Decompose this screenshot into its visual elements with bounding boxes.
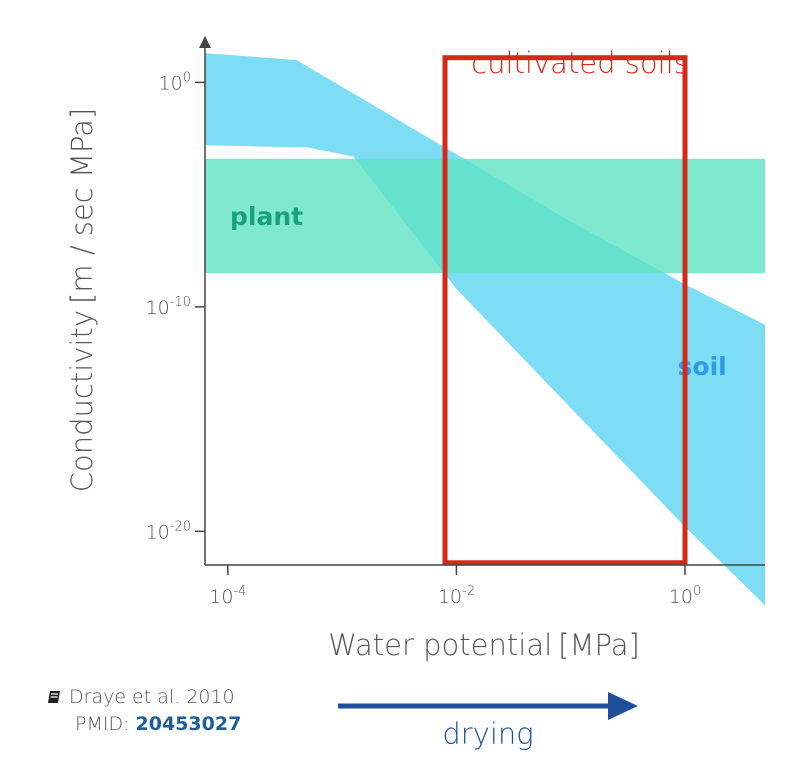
x-axis-title: Water potential [MPa] xyxy=(328,628,640,662)
series-band-plant xyxy=(205,158,765,274)
axes xyxy=(199,36,765,566)
x-tick-label-0: 10-4 xyxy=(209,584,246,608)
drying-label: drying xyxy=(442,717,533,751)
y-tick-label-0: 100 xyxy=(159,70,191,94)
y-tick-label-1: 10-10 xyxy=(146,295,191,319)
y-axis-title-unit: m / sec MPa xyxy=(65,119,99,293)
drying-arrow-head xyxy=(608,692,638,720)
series-label-plant: plant xyxy=(230,202,303,231)
cultivated-soils-box xyxy=(442,55,688,566)
pmid-label: PMID: xyxy=(75,713,130,735)
pmid-value[interactable]: 20453027 xyxy=(135,713,242,735)
citation: Draye et al. 2010 PMID: 20453027 xyxy=(47,684,241,738)
x-tick-label-2: 100 xyxy=(669,584,701,608)
x-axis-title-main: Water potential xyxy=(328,628,552,662)
y-axis-title-main: Conductivity xyxy=(65,310,99,492)
citation-source-row: Draye et al. 2010 xyxy=(47,684,241,711)
book-icon xyxy=(48,691,60,703)
citation-pmid-row: PMID: 20453027 xyxy=(47,711,241,738)
y-tick-label-2: 10-20 xyxy=(146,519,191,543)
annotation-label: cultivated soils xyxy=(471,46,689,80)
x-tick-label-1: 10-2 xyxy=(438,584,475,608)
tick-layer: 100 10-10 10-20 10-4 10-2 100 xyxy=(146,70,702,608)
y-axis-title: Conductivity[m / sec MPa] xyxy=(65,108,99,493)
citation-source: Draye et al. 2010 xyxy=(69,686,235,708)
series-band-soil xyxy=(205,53,765,606)
x-axis-title-unit: MPa xyxy=(569,628,628,662)
